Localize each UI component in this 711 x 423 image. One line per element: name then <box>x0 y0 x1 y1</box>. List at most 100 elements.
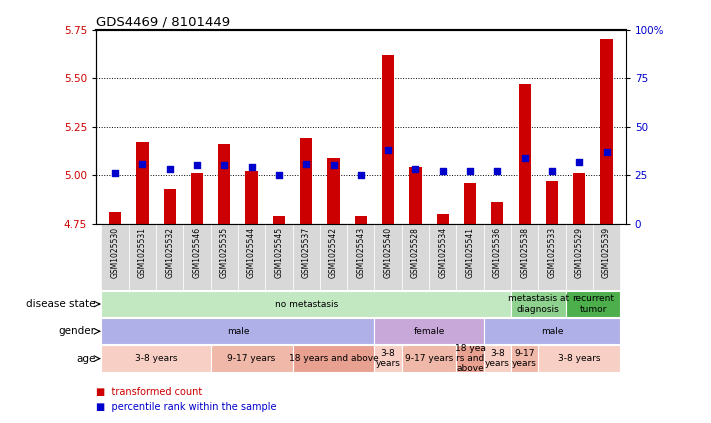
Bar <box>538 346 620 372</box>
Bar <box>483 318 620 344</box>
Bar <box>210 224 238 290</box>
Text: 3-8 years: 3-8 years <box>558 354 601 363</box>
Point <box>246 164 257 171</box>
Bar <box>566 291 620 317</box>
Bar <box>210 346 292 372</box>
Bar <box>375 318 483 344</box>
Bar <box>593 224 620 290</box>
Bar <box>456 224 483 290</box>
Text: metastasis at
diagnosis: metastasis at diagnosis <box>508 294 569 314</box>
Bar <box>437 214 449 224</box>
Bar <box>491 202 503 224</box>
Bar <box>402 346 456 372</box>
Bar <box>347 224 375 290</box>
Bar <box>573 173 585 224</box>
Point <box>355 172 367 179</box>
Bar <box>566 224 593 290</box>
Bar <box>320 224 347 290</box>
Bar <box>265 224 292 290</box>
Text: male: male <box>227 327 250 336</box>
Bar <box>355 216 367 224</box>
Point <box>301 160 312 167</box>
Text: GSM1025533: GSM1025533 <box>547 227 557 278</box>
Text: GSM1025544: GSM1025544 <box>247 227 256 278</box>
Text: age: age <box>76 354 95 364</box>
Bar <box>456 346 483 372</box>
Point <box>546 168 557 175</box>
Text: 3-8 years: 3-8 years <box>135 354 177 363</box>
Bar <box>600 39 613 224</box>
Point <box>137 160 148 167</box>
Text: GSM1025534: GSM1025534 <box>438 227 447 278</box>
Point <box>437 168 449 175</box>
Bar <box>238 224 265 290</box>
Text: 3-8
years: 3-8 years <box>375 349 400 368</box>
Text: GSM1025545: GSM1025545 <box>274 227 284 278</box>
Point <box>601 148 612 155</box>
Bar <box>511 224 538 290</box>
Text: GSM1025543: GSM1025543 <box>356 227 365 278</box>
Bar <box>129 224 156 290</box>
Text: GSM1025546: GSM1025546 <box>193 227 201 278</box>
Bar <box>164 189 176 224</box>
Text: ■  transformed count: ■ transformed count <box>96 387 202 397</box>
Point <box>218 162 230 169</box>
Bar <box>375 224 402 290</box>
Bar <box>327 158 340 224</box>
Text: 9-17 years: 9-17 years <box>405 354 453 363</box>
Bar <box>464 183 476 224</box>
Bar <box>382 55 395 224</box>
Bar <box>245 171 258 224</box>
Text: GSM1025539: GSM1025539 <box>602 227 611 278</box>
Text: GSM1025536: GSM1025536 <box>493 227 502 278</box>
Bar <box>292 224 320 290</box>
Point <box>191 162 203 169</box>
Point <box>519 154 530 161</box>
Text: 3-8
years: 3-8 years <box>485 349 510 368</box>
Bar <box>402 224 429 290</box>
Text: 18 yea
rs and
above: 18 yea rs and above <box>454 344 486 374</box>
Text: GSM1025541: GSM1025541 <box>466 227 474 278</box>
Text: GSM1025538: GSM1025538 <box>520 227 529 278</box>
Point <box>109 170 121 176</box>
Bar <box>273 216 285 224</box>
Bar <box>483 346 511 372</box>
Bar <box>218 144 230 224</box>
Bar <box>511 291 566 317</box>
Text: GSM1025537: GSM1025537 <box>301 227 311 278</box>
Point <box>574 158 585 165</box>
Text: GSM1025530: GSM1025530 <box>111 227 119 278</box>
Bar <box>183 224 210 290</box>
Text: gender: gender <box>58 326 95 336</box>
Point <box>464 168 476 175</box>
Point <box>328 162 339 169</box>
Bar <box>538 224 566 290</box>
Text: GSM1025532: GSM1025532 <box>165 227 174 278</box>
Bar <box>102 224 129 290</box>
Text: no metastasis: no metastasis <box>274 299 338 308</box>
Text: 18 years and above: 18 years and above <box>289 354 378 363</box>
Bar <box>102 346 210 372</box>
Bar <box>511 346 538 372</box>
Text: 9-17 years: 9-17 years <box>228 354 276 363</box>
Text: disease state: disease state <box>26 299 95 309</box>
Bar <box>300 138 312 224</box>
Bar <box>102 291 511 317</box>
Text: ■  percentile rank within the sample: ■ percentile rank within the sample <box>96 402 277 412</box>
Text: GSM1025529: GSM1025529 <box>574 227 584 278</box>
Point <box>164 166 176 173</box>
Text: male: male <box>540 327 563 336</box>
Text: GSM1025528: GSM1025528 <box>411 227 420 278</box>
Point <box>273 172 284 179</box>
Text: GSM1025542: GSM1025542 <box>329 227 338 278</box>
Bar <box>375 346 402 372</box>
Bar <box>292 346 375 372</box>
Bar <box>518 84 531 224</box>
Text: female: female <box>413 327 445 336</box>
Text: recurrent
tumor: recurrent tumor <box>572 294 614 314</box>
Point <box>410 166 421 173</box>
Bar <box>546 181 558 224</box>
Bar <box>102 318 375 344</box>
Bar <box>483 224 511 290</box>
Bar <box>410 168 422 224</box>
